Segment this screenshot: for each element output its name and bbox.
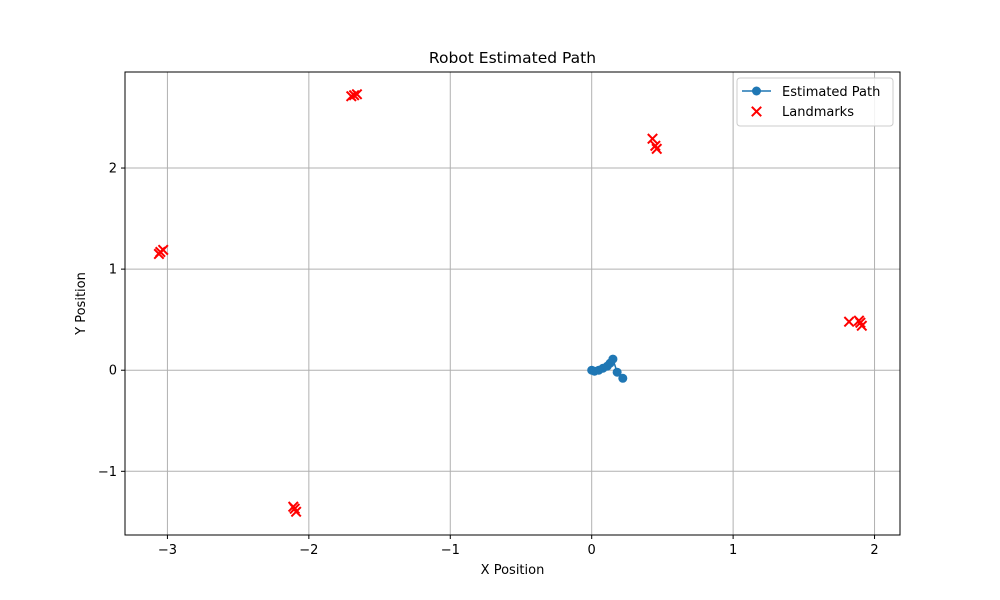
y-axis-label: Y Position <box>74 272 89 336</box>
legend: Estimated Path Landmarks <box>736 77 894 127</box>
plot-data <box>153 88 868 518</box>
grid <box>125 72 900 535</box>
landmark-marker <box>351 88 363 100</box>
landmark-marker <box>651 143 663 155</box>
legend-label-estimated-path: Estimated Path <box>782 85 880 100</box>
x-axis-label: X Position <box>481 563 545 578</box>
legend-box <box>736 77 894 127</box>
landmark-marker <box>854 317 866 329</box>
landmark-marker <box>348 89 360 101</box>
landmark-marker <box>154 246 166 258</box>
y-tick-label: −1 <box>98 465 117 480</box>
landmark-marker <box>290 506 302 518</box>
legend-landmark-marker <box>751 106 762 117</box>
x-tick-label: 1 <box>729 543 737 558</box>
x-tick-label: 2 <box>870 543 878 558</box>
x-tick-label: 0 <box>588 543 596 558</box>
chart-title: Robot Estimated Path <box>429 49 596 67</box>
x-tick-label: −1 <box>441 543 460 558</box>
y-tick-label: 1 <box>109 263 117 278</box>
landmark-marker <box>647 133 658 145</box>
path-point <box>612 367 622 377</box>
x-tick-label: −3 <box>158 543 177 558</box>
axis-ticks: −3 −2 −1 0 1 2 −1 0 1 2 <box>98 162 879 558</box>
legend-label-landmarks: Landmarks <box>782 105 854 120</box>
path-point <box>608 354 618 364</box>
x-tick-label: −2 <box>299 543 318 558</box>
y-tick-label: 2 <box>109 162 117 177</box>
landmark-marker <box>345 90 357 102</box>
path-point <box>618 373 628 383</box>
y-tick-label: 0 <box>109 364 117 379</box>
plot-area-frame <box>124 71 901 536</box>
legend-path-marker <box>752 86 761 96</box>
landmark-marker <box>843 316 855 328</box>
